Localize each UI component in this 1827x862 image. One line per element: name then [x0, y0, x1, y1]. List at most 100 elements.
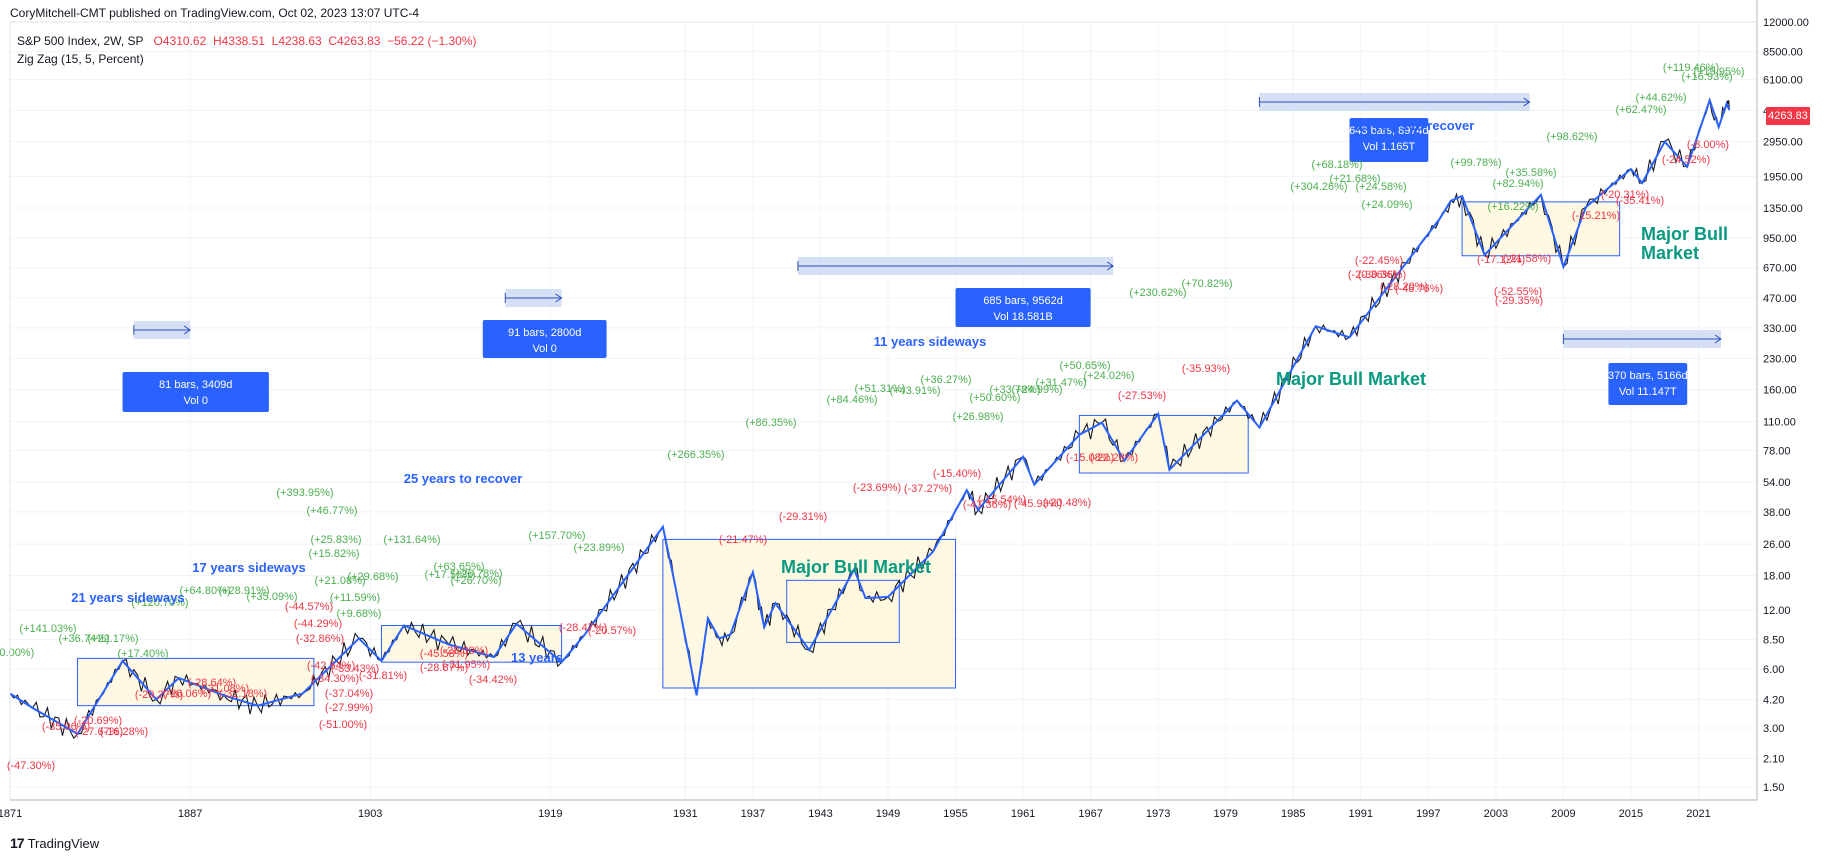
peak-pct-label: (+43.91%): [889, 385, 940, 397]
date-range-tools[interactable]: 81 bars, 3409d Vol 0 91 bars, 2800d Vol 0 68…: [122, 93, 1722, 412]
trough-pct-label: (-21.47%): [719, 534, 767, 546]
range-info-bars: 81 bars, 3409d: [159, 379, 232, 391]
trough-pct-label: (-27.53%): [1118, 390, 1166, 402]
change-value: −56.22 (−1.30%): [387, 34, 477, 48]
y-tick-label: 110.00: [1763, 416, 1796, 428]
annotations: 21 years sideways 17 years sideways 25 yea…: [71, 118, 1728, 665]
peak-pct-label: (+50.65%): [1059, 360, 1110, 372]
peak-pct-label: (+44.62%): [1635, 92, 1686, 104]
trough-pct-label: (-32.86%): [296, 633, 344, 645]
range-info-box: [1608, 363, 1688, 405]
x-tick-label: 1937: [741, 808, 765, 820]
peak-pct-label: (+24.02%): [1083, 370, 1134, 382]
trough-pct-label: (-28.64%): [188, 677, 236, 689]
annotation-text: 13 years: [511, 650, 563, 665]
x-tick-label: 2021: [1686, 808, 1710, 820]
trough-pct-label: (-21.58%): [1503, 253, 1551, 265]
annotation-text: 17 years sideways: [192, 560, 305, 575]
peak-pct-label: (+29.68%): [347, 571, 398, 583]
x-tick-label: 1931: [673, 808, 697, 820]
y-tick-label: 470.00: [1763, 293, 1797, 305]
tradingview-brand[interactable]: 17 TradingView: [10, 835, 99, 851]
grid-lines: [9, 21, 1757, 800]
y-tick-label: 12000.00: [1763, 17, 1809, 29]
peak-pct-label: (+393.95%): [276, 487, 333, 499]
trough-pct-label: (-35.41%): [1616, 195, 1664, 207]
trough-pct-label: (-44.57%): [285, 601, 333, 613]
arrow-head-icon: [555, 293, 563, 303]
x-tick-label: 1973: [1146, 808, 1170, 820]
peak-pct-label: (+84.46%): [826, 394, 877, 406]
trough-pct-label: (-31.08%): [201, 683, 249, 695]
peak-pct-label: (+63.65%): [433, 561, 484, 573]
trough-pct-label: (-33.43%): [331, 663, 379, 675]
trough-pct-label: (-17.12%): [1477, 254, 1525, 266]
trough-pct-label: (-37.27%): [904, 483, 952, 495]
trough-pct-label: (-45.58%): [420, 648, 468, 660]
y-tick-label: 1350.00: [1763, 203, 1803, 215]
y-tick-label: 2950.00: [1763, 136, 1803, 148]
y-tick-label: 54.00: [1763, 477, 1791, 489]
y-tick-label: 160.00: [1763, 385, 1797, 397]
peak-pct-label: (+26.98%): [952, 411, 1003, 423]
trough-pct-label: (-27.99%): [325, 702, 373, 714]
trough-pct-label: (-52.55%): [1494, 286, 1542, 298]
trough-pct-label: (-37.04%): [325, 688, 373, 700]
bull-market-label: Major Bull Market: [1276, 369, 1426, 389]
peak-pct-label: (+141.03%): [19, 623, 76, 635]
trough-pct-label: (-30.36%): [1358, 269, 1406, 281]
peak-pct-label: (+82.94%): [1492, 178, 1543, 190]
x-tick-label: 2009: [1551, 808, 1575, 820]
peak-pct-label: (+68.18%): [1311, 159, 1362, 171]
range-info-bars: 685 bars, 9562d: [983, 295, 1063, 307]
y-tick-label: 950.00: [1763, 233, 1797, 245]
high-value: H4338.51: [212, 34, 265, 48]
trough-pct-label: (-51.00%): [319, 719, 367, 731]
y-tick-label: 6100.00: [1763, 75, 1803, 87]
peak-pct-label: (+36.27%): [920, 374, 971, 386]
peak-pct-label: (+24.99%): [1011, 384, 1062, 396]
trough-pct-label: (-34.30%): [311, 673, 359, 685]
trough-pct-label: (-20.57%): [588, 625, 636, 637]
trough-pct-label: (-28.09%): [440, 645, 488, 657]
trough-pct-label: (-20.31%): [1601, 189, 1649, 201]
arrow-head-icon: [1714, 334, 1722, 344]
range-info-volume: Vol 11.147T: [1619, 386, 1677, 398]
range-info-volume: Vol 0: [532, 343, 556, 355]
x-tick-label: 1949: [876, 808, 900, 820]
x-tick-label: 1887: [178, 808, 202, 820]
y-tick-label: 1950.00: [1763, 172, 1803, 184]
x-tick-label: 1991: [1349, 808, 1373, 820]
peak-pct-label: (+98.62%): [1546, 131, 1597, 143]
range-info-box: [482, 320, 607, 358]
trough-pct-label: (-47.30%): [7, 760, 55, 772]
bull-market-label: Major Bull: [1641, 224, 1728, 244]
sideways-box: [380, 625, 563, 663]
peak-pct-label: (+26.78%): [451, 568, 502, 580]
peak-pct-label: (+11.59%): [330, 592, 380, 604]
trough-pct-label: (-15.40%): [933, 468, 981, 480]
peak-pct-label: (+24.09%): [1361, 199, 1412, 211]
y-tick-label: 6.00: [1763, 664, 1784, 676]
peak-pct-label: (+99.78%): [1450, 157, 1501, 169]
indicator-legend[interactable]: Zig Zag (15, 5, Percent): [17, 52, 144, 66]
peak-pct-label: (+24.58%): [1355, 181, 1406, 193]
peak-pct-label: (+15.82%): [308, 548, 359, 560]
x-tick-label: 1903: [358, 808, 382, 820]
peak-pct-label: (+25.83%): [310, 534, 361, 546]
range-info-box: [122, 372, 269, 412]
x-tick-label: 1979: [1213, 808, 1237, 820]
y-tick-label: 8.50: [1763, 634, 1784, 646]
peak-pct-label: (+157.70%): [528, 530, 585, 542]
peak-pct-label: (+36.74%): [58, 633, 109, 645]
trough-pct-label: (-45.93%): [1014, 498, 1062, 510]
trough-pct-label: (-26.06%): [163, 688, 211, 700]
annotation-text: 21 years sideways: [71, 590, 184, 605]
range-info-bars: 370 bars, 5166d: [1608, 370, 1688, 382]
trough-pct-label: (-32.18%): [219, 688, 267, 700]
trough-pct-label: (-22.28%): [1090, 452, 1138, 464]
y-tick-label: 26.00: [1763, 539, 1791, 551]
trough-pct-label: (-35.93%): [1182, 363, 1230, 375]
trough-pct-label: (-22.45%): [1355, 255, 1403, 267]
